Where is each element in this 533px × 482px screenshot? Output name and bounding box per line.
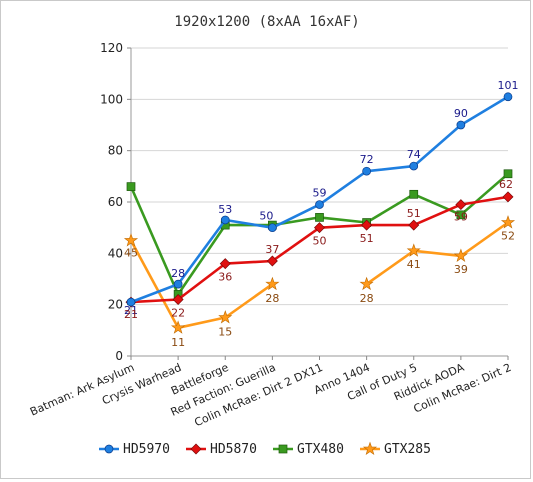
data-label-hd5870: 62 [499,178,513,191]
data-label-hd5970: 72 [360,153,374,166]
series-group [123,92,516,334]
data-label-hd5970: 28 [171,267,185,280]
point-hd5970 [268,223,277,233]
data-label-hd5970: 59 [313,187,327,200]
point-hd5970 [220,215,230,225]
legend-item-hd5970: HD5970 [99,442,170,457]
point-hd5870 [455,199,467,211]
point-hd5970 [173,279,183,289]
data-label-hd5970: 90 [454,107,468,120]
legend-marker [190,443,202,455]
legend-marker [362,441,378,456]
data-label-hd5970: 74 [407,148,421,161]
data-label-hd5870: 21 [124,308,138,321]
legend-label: GTX285 [384,442,431,457]
data-label-hd5870: 59 [454,211,468,224]
series-gtx285 [123,215,516,334]
point-gtx285 [359,276,374,291]
legend-marker [104,444,114,454]
point-gtx285 [406,243,421,257]
point-hd5870 [361,219,373,231]
legend-item-hd5870: HD5870 [186,442,257,457]
data-label-gtx285: 28 [265,292,279,305]
y-tick-label: 120 [100,41,123,55]
data-labels: 21 28 53 50 59 72 74 90 101 21 22 36 37 50 51 51 59 62 45 1… [124,79,519,349]
point-gtx480 [126,182,136,191]
data-label-gtx285: 39 [454,263,468,276]
series-line-gtx285 [129,239,274,330]
data-label-gtx285: 45 [124,247,138,260]
point-hd5870 [266,255,278,267]
y-tick-label: 60 [108,195,123,209]
point-gtx285 [453,248,468,262]
data-label-hd5970: 101 [498,79,519,92]
data-label-gtx285: 15 [218,326,232,339]
point-hd5970 [315,200,324,209]
point-gtx285 [500,215,516,229]
point-hd5970 [362,166,371,176]
legend-item-gtx285: GTX285 [360,441,431,457]
point-hd5970 [126,297,136,307]
data-label-hd5870: 37 [265,243,279,256]
data-label-gtx285: 28 [360,292,374,305]
series-hd5870 [125,191,514,308]
legend-item-gtx480: GTX480 [273,442,344,457]
point-gtx285 [218,310,233,324]
point-gtx480 [456,210,466,220]
series-line-gtx285 [365,221,509,286]
point-hd5970 [409,161,419,171]
data-label-hd5870: 51 [360,232,374,245]
point-gtx480 [315,213,324,222]
series-hd5970 [126,92,513,307]
point-hd5870 [219,258,231,270]
y-tick-label: 0 [115,349,123,363]
y-tick-label: 40 [108,246,123,260]
data-label-hd5970: 21 [124,304,138,317]
point-hd5870 [314,222,325,234]
data-label-hd5870: 36 [218,271,232,284]
y-axis-ticks: 0 20 40 60 80 100 120 [100,41,131,363]
legend: HD5970 HD5870 GTX480 GTX285 [99,441,431,457]
data-label-hd5970: 50 [259,210,273,223]
data-label-gtx285: 52 [501,230,515,243]
y-tick-label: 80 [108,144,123,158]
point-hd5870 [408,219,420,231]
point-gtx480 [503,169,513,179]
point-gtx285 [265,276,280,291]
point-gtx480 [409,189,419,199]
data-label-hd5870: 50 [313,235,327,248]
y-tick-label: 100 [100,92,123,106]
point-hd5870 [172,294,184,306]
y-tick-label: 20 [108,298,123,312]
legend-marker [278,444,288,454]
legend-label: HD5870 [210,442,257,457]
point-gtx285 [123,233,139,247]
legend-label: HD5970 [123,442,170,457]
point-gtx285 [171,320,186,334]
data-label-hd5870: 22 [171,307,185,320]
data-label-hd5970: 53 [218,203,232,216]
point-hd5970 [456,120,466,130]
data-label-gtx285: 41 [407,258,421,271]
grid-lines [131,47,508,306]
data-label-gtx285: 11 [171,336,185,349]
point-hd5870 [502,191,514,203]
data-label-hd5870: 51 [407,207,421,220]
legend-label: GTX480 [297,442,344,457]
point-hd5970 [503,92,513,102]
series-line-hd5870 [130,195,509,304]
chart-title: 1920x1200 (8xAA 16xAF) [174,14,359,30]
